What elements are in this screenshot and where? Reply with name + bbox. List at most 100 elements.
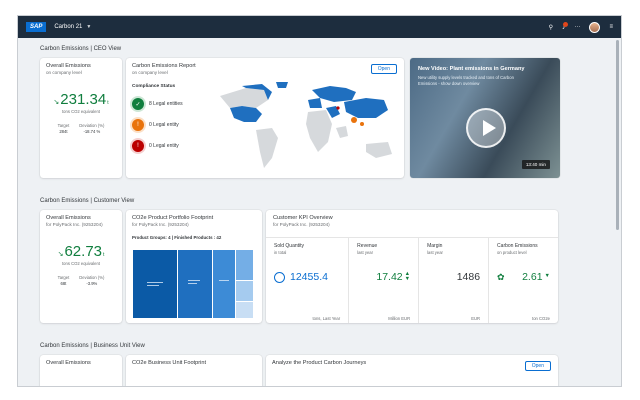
kpi-unit: t [107,100,109,106]
page-scrollbar[interactable] [615,38,620,386]
notifications-icon[interactable]: ♪ [562,21,569,31]
kpi-footer: tons, Last Year [312,316,341,321]
sap-logo[interactable]: SAP [26,22,47,32]
trend-up-down-icon: ▲ ▼ [404,270,411,282]
ceo-overall-emissions-card[interactable]: Overall Emissions on company level ↘ 231… [40,58,122,178]
kpi-value-row: ✿ 2.61 ▼ [497,271,550,283]
kpi-note: tons CO2 equivalent [62,261,100,266]
deviation-label: Deviation (%) [79,123,105,128]
kpi-number: 62.73 [64,243,103,260]
kpi-value-row: 1486 [427,271,480,283]
kpi-value-row: 17.42 ▲ ▼ [357,271,410,283]
kpi-value: 12455.4 [290,271,328,283]
compliance-item-error[interactable]: ! 0 Legal entity [132,140,398,152]
target-value: 68t [60,281,67,286]
leaf-icon: ✿ [497,271,505,282]
user-avatar[interactable] [589,21,601,33]
compliance-label: 0 Legal entity [149,122,179,128]
kpi-grid: Sold Quantity in total 12455.4 tons, Las… [266,237,558,323]
kpi-unit: t [103,252,105,258]
kpi-revenue[interactable]: Revenue last year 17.42 ▲ ▼ Million EUR [348,238,418,323]
kpi-carbon-emissions[interactable]: Carbon Emissions on product level ✿ 2.61 ▼… [488,238,558,323]
kpi-title: Revenue [357,243,378,249]
kpi-title: Margin [427,243,443,249]
customer-overall-emissions-card[interactable]: Overall Emissions for PolyPack Inc. (925… [40,210,122,323]
search-icon[interactable]: ⚲ [548,24,553,31]
product-treemap[interactable] [133,250,253,318]
kpi-subtitle: last year [427,250,443,255]
target-block: Target 68t [58,275,70,286]
kpi-subtitle: on product level [497,250,527,255]
app-title[interactable]: Carbon 21 [54,24,83,30]
card-subtitle: for PolyPack Inc. (9253204) [132,222,189,227]
ceo-row: Overall Emissions on company level ↘ 231… [40,58,597,178]
video-card[interactable]: New Video: Plant emissions in Germany Ne… [410,58,560,178]
bu-overall-emissions-card[interactable]: Overall Emissions [40,355,122,386]
browser-frame: SAP Carbon 21 ▼ ⚲ ♪ ··· ≡ Carbon Emissio… [17,15,622,387]
card-title: Overall Emissions [46,215,91,221]
menu-icon[interactable]: ≡ [609,24,613,30]
deviation-block: Deviation (%) -3.9% [79,275,104,286]
section-title-business-unit: Carbon Emissions | Business Unit View [40,343,145,349]
deviation-block: Deviation (%) -18.74 % [79,123,104,134]
more-icon[interactable]: ··· [574,24,581,30]
target-label: Target [57,123,70,128]
compliance-item-compliant[interactable]: ✓ 8 Legal entities [132,98,398,110]
notification-badge [563,21,569,27]
target-block: Target 284t [58,123,70,134]
customer-kpi-overview-card[interactable]: Customer KPI Overview for PolyPack Inc. … [266,210,558,323]
kpi-subtitle: in total [274,250,287,255]
trend-down-icon: ↘ [53,99,60,106]
shell-actions: ⚲ ♪ ··· ≡ [548,21,613,33]
section-title-customer: Carbon Emissions | Customer View [40,198,135,204]
page-content: Carbon Emissions | CEO View Overall Emis… [18,38,613,386]
kpi-subtitle: last year [357,250,373,255]
deviation-value: -3.9% [86,281,98,286]
scale-icon [274,271,285,283]
section-title-ceo: Carbon Emissions | CEO View [40,46,122,52]
play-button-icon[interactable] [466,108,506,148]
kpi-footer: Million EUR [388,316,411,321]
target-label: Target [57,275,70,280]
card-title: Overall Emissions [46,360,91,366]
card-title: CO2e Product Portfolio Footprint [132,215,214,221]
trend-down-icon: ↘ [57,251,64,258]
card-title: Carbon Emissions Report [132,63,196,69]
warning-icon: ! [132,119,144,131]
compliance-status-title: Compliance Status [132,84,176,89]
kpi-number: 231.34 [60,91,107,108]
compliance-item-warning[interactable]: ! 0 Legal entity [132,119,398,131]
video-title: New Video: Plant emissions in Germany [418,66,525,72]
error-icon: ! [132,140,144,152]
app-menu-caret-icon[interactable]: ▼ [86,24,92,30]
card-title: CO2e Business Unit Footprint [132,360,206,366]
kpi-footer: ton CO2e [532,316,550,321]
world-map[interactable] [216,78,404,172]
card-title: Customer KPI Overview [273,215,333,221]
card-subtitle: for PolyPack Inc. (9253204) [46,222,103,227]
open-button[interactable]: Open [370,64,397,74]
kpi-sold-quantity[interactable]: Sold Quantity in total 12455.4 tons, Las… [266,238,348,323]
product-portfolio-footprint-card[interactable]: CO2e Product Portfolio Footprint for Pol… [126,210,262,323]
kpi-footer: Target 68t Deviation (%) -3.9% [46,275,116,286]
open-button[interactable]: Open [524,361,551,371]
kpi-value-row: 12455.4 [274,271,340,283]
kpi-footer: EUR [471,316,481,321]
kpi-title: Sold Quantity [274,243,305,249]
card-subtitle: for PolyPack Inc. (9253204) [273,222,330,227]
product-carbon-journeys-card[interactable]: Analyze the Product Carbon Journeys Open [266,355,558,386]
customer-row: Overall Emissions for PolyPack Inc. (925… [40,210,597,323]
deviation-label: Deviation (%) [79,275,105,280]
carbon-emissions-report-card[interactable]: Carbon Emissions Report on company level… [126,58,404,178]
kpi-title: Carbon Emissions [497,243,538,249]
kpi-value: 2.61 [522,271,543,283]
bu-footprint-card[interactable]: CO2e Business Unit Footprint [126,355,262,386]
compliance-label: 0 Legal entity [149,143,179,149]
video-description: New utility supply levels tracked and to… [418,75,514,86]
card-subtitle: on company level [46,70,82,75]
kpi-margin[interactable]: Margin last year 1486 EUR [418,238,488,323]
deviation-value: -18.74 % [83,129,101,134]
kpi-footer: Target 284t Deviation (%) -18.74 % [46,123,116,134]
video-duration: 13:40 min [521,160,550,169]
scrollbar-thumb[interactable] [616,40,619,230]
